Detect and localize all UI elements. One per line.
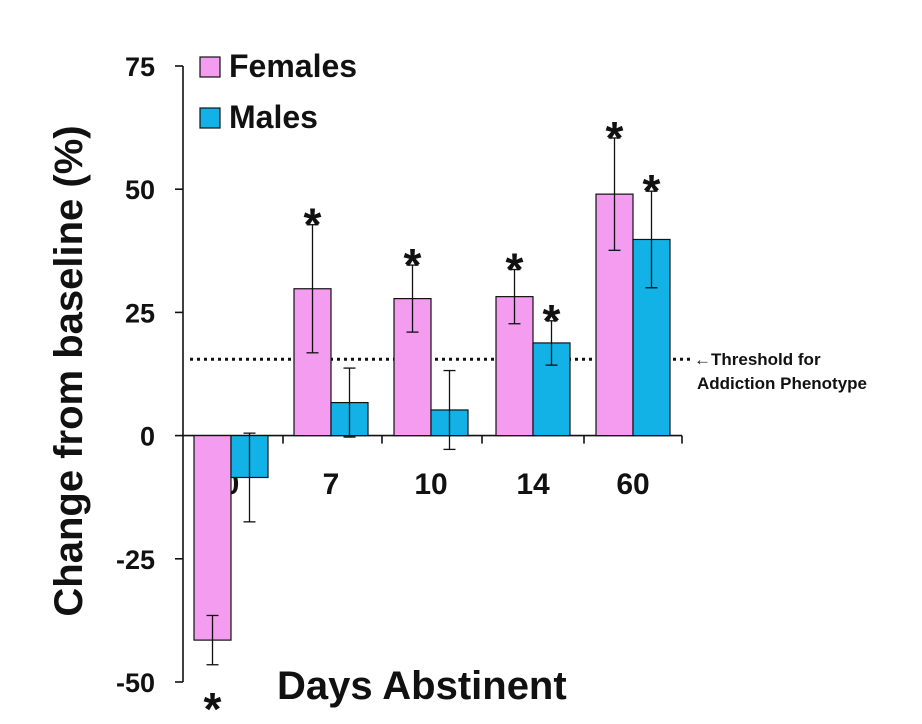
x-tick-label: 10: [414, 468, 447, 501]
bars: [193, 137, 671, 666]
y-axis-title: Change from baseline (%): [47, 125, 91, 616]
significance-star: *: [404, 239, 422, 291]
significance-star: *: [506, 244, 524, 296]
legend-swatch-females: [199, 56, 221, 78]
y-axis: 75 50 25 0 -25 -50: [116, 52, 184, 698]
y-tick-label: 0: [140, 422, 155, 452]
y-tick-label: 75: [125, 52, 155, 82]
y-tick-label: 50: [125, 175, 155, 205]
x-axis-title: Days Abstinent: [277, 664, 567, 708]
significance-star: *: [304, 199, 322, 251]
legend-swatch-males: [199, 107, 221, 129]
significance-star: *: [543, 295, 561, 347]
y-tick-label: -50: [116, 668, 155, 698]
significance-star: *: [606, 112, 624, 164]
legend: Females Males: [199, 48, 357, 135]
significance-markers: * * * * * * *: [204, 112, 661, 724]
y-tick-label: -25: [116, 545, 155, 575]
significance-star: *: [204, 683, 222, 724]
significance-star: *: [643, 165, 661, 217]
threshold-label-line1: ←Threshold for: [694, 350, 821, 369]
y-tick-label: 25: [125, 298, 155, 328]
legend-label-females: Females: [229, 48, 357, 84]
bar-females-0: [193, 435, 232, 641]
x-tick-label: 14: [516, 468, 550, 501]
x-tick-label: 60: [616, 468, 649, 501]
threshold-label-line2: Addiction Phenotype: [697, 374, 867, 393]
threshold-line-group: ←Threshold for Addiction Phenotype: [190, 350, 867, 393]
legend-label-males: Males: [229, 99, 318, 135]
x-tick-label: 7: [323, 468, 340, 501]
